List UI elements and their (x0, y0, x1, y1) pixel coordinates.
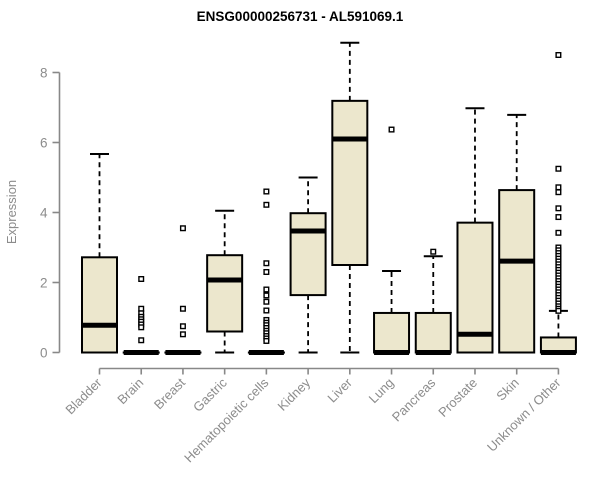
outlier-point (263, 269, 270, 276)
x-tick-label-bladder: Bladder (62, 375, 105, 418)
x-tick-label-skin: Skin (493, 375, 521, 403)
outlier-point (555, 184, 562, 191)
outlier-point (179, 323, 186, 330)
box-rect (414, 311, 452, 354)
box-group-bladder: Bladder (62, 153, 118, 418)
outlier-point (263, 188, 270, 195)
outlier-point (555, 229, 562, 236)
box-rect (331, 99, 369, 266)
x-tick-label-gastric: Gastric (190, 375, 230, 415)
outlier-point (263, 307, 270, 314)
y-tick-label: 6 (40, 135, 48, 150)
box-group-kidney: Kidney (275, 176, 327, 414)
outlier-point (263, 292, 270, 299)
y-tick-label: 8 (40, 65, 48, 80)
x-tick-label-liver: Liver (324, 375, 355, 406)
x-tick-label-kidney: Kidney (275, 375, 314, 414)
box-group-brain: Brain (114, 276, 160, 407)
outlier-point (555, 205, 562, 212)
y-tick-label: 4 (40, 205, 48, 220)
box-rect (498, 189, 536, 354)
outlier-point (179, 331, 186, 338)
box-group-skin: Skin (493, 113, 536, 404)
box-rect (456, 221, 494, 354)
box-group-liver: Liver (324, 41, 369, 406)
x-tick-label-pancreas: Pancreas (389, 375, 439, 425)
chart-title: ENSG00000256731 - AL591069.1 (196, 9, 404, 24)
box-rect (81, 256, 118, 354)
outlier-point (263, 201, 270, 208)
outlier-point (555, 214, 562, 221)
outlier-point (555, 165, 562, 172)
outlier-point (388, 126, 395, 133)
outlier-point (138, 337, 145, 344)
box-group-prostate: Prostate (435, 107, 494, 420)
outlier-point (430, 248, 437, 255)
box-rect (206, 254, 244, 333)
outlier-point (263, 260, 270, 267)
outlier-point (555, 307, 562, 314)
x-tick-label-prostate: Prostate (435, 375, 480, 420)
y-tick-label: 0 (40, 345, 48, 360)
x-tick-label-brain: Brain (114, 375, 146, 407)
outlier-point (179, 225, 186, 232)
box-rect (289, 212, 327, 297)
outlier-point (263, 286, 270, 293)
box-group-lung: Lung (366, 126, 411, 406)
outlier-point (263, 298, 270, 305)
outlier-point (138, 324, 145, 331)
x-tick-label-unknown-other: Unknown / Other (484, 375, 564, 455)
y-tick-label: 2 (40, 275, 48, 290)
outlier-point (555, 189, 562, 196)
box-group-breast: Breast (151, 225, 202, 412)
outlier-point (179, 305, 186, 312)
box-group-gastric: Gastric (190, 209, 244, 415)
outlier-point (263, 337, 270, 344)
x-tick-label-breast: Breast (151, 375, 188, 412)
box-rect (373, 311, 411, 354)
outlier-point (138, 276, 145, 283)
outlier-point (555, 52, 562, 59)
x-tick-label-lung: Lung (366, 375, 397, 406)
